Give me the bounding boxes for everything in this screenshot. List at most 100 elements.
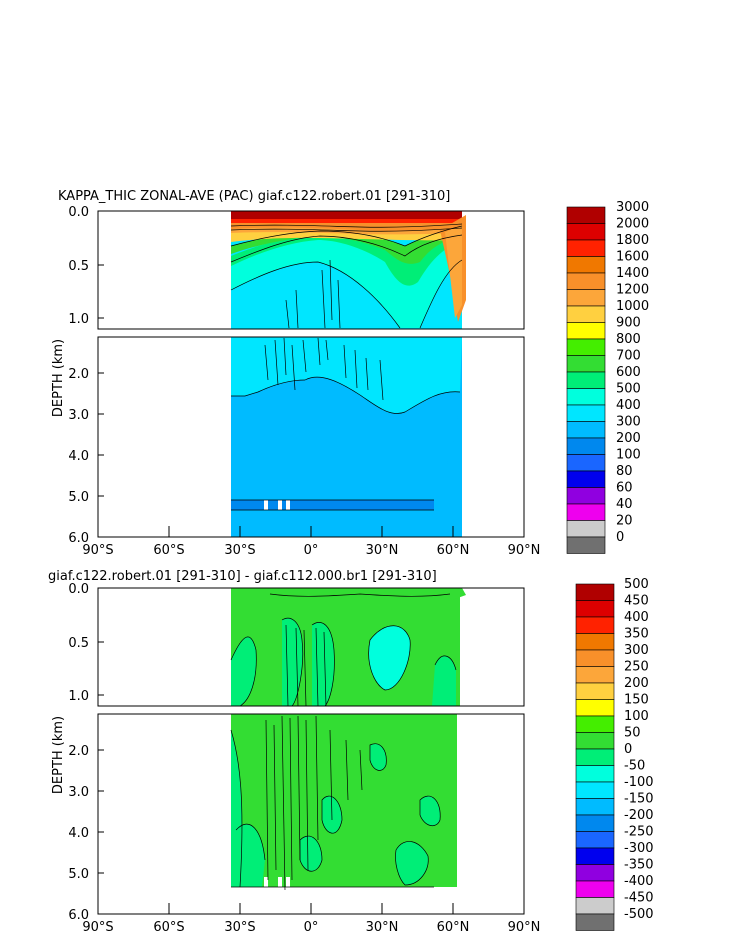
colorbar-label: 350 [624,627,649,642]
x-tick-label: 0° [304,543,319,558]
axis-ticks [97,587,525,915]
y-tick-label: 5.0 [68,867,89,882]
colorbar-swatch [566,520,606,538]
colorbar-swatch [575,765,615,783]
colorbar-swatch [566,536,606,554]
colorbar-label: 100 [624,709,649,724]
colorbar-swatch [575,616,615,634]
colorbar-label: 800 [616,332,641,347]
colorbar-swatch [566,355,606,373]
x-tick-label: 90°S [82,543,113,558]
x-tick-label: 0° [304,920,319,935]
colorbar-swatch [566,206,606,224]
colorbar-swatch [575,748,615,766]
colorbar-swatch [566,421,606,439]
colorbar-label: 0 [624,742,632,757]
y-axis-label: DEPTH (km) [51,716,66,794]
colorbar-swatch [566,338,606,356]
colorbar-label: 150 [624,693,649,708]
y-tick-label: 6.0 [68,531,89,546]
x-tick-label: 90°N [508,543,541,558]
colorbar-label: 50 [624,726,641,741]
colorbar-label: -350 [624,858,654,873]
colorbar-swatch [575,913,615,931]
colorbar-swatch [566,437,606,455]
colorbar-swatch [575,732,615,750]
colorbar-swatch [575,649,615,667]
contour-field [230,211,466,537]
x-tick-label: 60°S [153,543,184,558]
y-tick-label: 0.5 [68,259,89,274]
colorbar-swatch [575,666,615,684]
x-tick-label: 90°N [508,920,541,935]
colorbar-label: -500 [624,907,654,922]
colorbar-label: 1400 [616,266,649,281]
colorbar-label: 40 [616,497,633,512]
colorbar-label: 200 [616,431,641,446]
colorbar-swatch [566,305,606,323]
colorbar-swatch [575,897,615,915]
x-tick-label: 60°S [153,920,184,935]
colorbar-label: 3000 [616,200,649,215]
colorbar-label: 700 [616,349,641,364]
colorbar-label: -200 [624,808,654,823]
colorbar-swatch [566,388,606,406]
colorbar-swatch [566,289,606,307]
colorbar-swatch [575,831,615,849]
plot-frame [97,210,525,330]
colorbar-label: 200 [624,676,649,691]
colorbar-swatch [575,864,615,882]
y-tick-label: 1.0 [68,312,89,327]
y-tick-label: 4.0 [68,826,89,841]
y-tick-labels: 0.0 0.5 1.0 2.0 3.0 4.0 5.0 6.0 [68,582,89,923]
colorbar: 3000200018001600140012001000900800700600… [566,200,649,554]
y-tick-label: 3.0 [68,408,89,423]
colorbar-label: 500 [616,382,641,397]
colorbar-swatch [575,880,615,898]
colorbar-swatch [575,633,615,651]
colorbar-swatch [566,503,606,521]
x-tick-label: 90°S [82,920,113,935]
colorbar-label: 600 [616,365,641,380]
colorbar-label: 450 [624,594,649,609]
colorbar-swatch [575,847,615,865]
colorbar-swatch [566,470,606,488]
chart-title: giaf.c122.robert.01 [291-310] - giaf.c11… [48,569,437,584]
contour-field [230,588,466,914]
colorbar-label: -400 [624,874,654,889]
y-tick-label: 2.0 [68,744,89,759]
colorbar-swatch [575,814,615,832]
colorbar-swatch [566,404,606,422]
colorbar-label: 20 [616,514,633,529]
y-tick-label: 4.0 [68,449,89,464]
x-tick-label: 30°S [224,543,255,558]
colorbar-label: 1600 [616,250,649,265]
y-tick-label: 3.0 [68,785,89,800]
colorbar-swatch [566,223,606,241]
colorbar-label: 400 [616,398,641,413]
x-tick-label: 30°N [366,543,399,558]
colorbar-label: 1200 [616,283,649,298]
colorbar-swatch [566,239,606,257]
colorbar-label: 300 [624,643,649,658]
colorbar-swatch [575,798,615,816]
colorbar-swatch [566,487,606,505]
colorbar-label: 1800 [616,233,649,248]
colorbar-label: 500 [624,577,649,592]
y-tick-label: 0.0 [68,582,89,597]
x-tick-labels: 90°S 60°S 30°S 0° 30°N 60°N 90°N [82,920,540,935]
colorbar-label: 0 [616,530,624,545]
colorbar-label: 60 [616,481,633,496]
colorbar-label: -100 [624,775,654,790]
colorbar-swatch [575,699,615,717]
colorbar-label: -50 [624,759,645,774]
colorbar-swatch [566,322,606,340]
y-tick-label: 5.0 [68,490,89,505]
colorbar-label: 300 [616,415,641,430]
colorbar-label: -250 [624,825,654,840]
colorbar-swatch [575,781,615,799]
colorbar-label: -150 [624,792,654,807]
colorbar-label: 80 [616,464,633,479]
